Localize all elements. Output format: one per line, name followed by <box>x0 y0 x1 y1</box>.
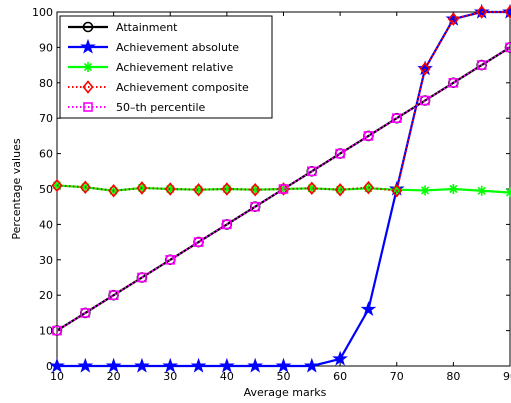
data-point <box>222 219 232 230</box>
data-point <box>249 182 261 197</box>
x-tick-label: 20 <box>107 370 121 383</box>
y-tick-label: 0 <box>46 360 53 373</box>
data-point <box>476 5 488 19</box>
data-point <box>51 178 63 193</box>
y-tick-label: 10 <box>39 325 53 338</box>
legend-item: Achievement relative <box>68 61 233 74</box>
series-50-th-percentile <box>52 42 511 336</box>
x-tick-label: 80 <box>446 370 460 383</box>
y-tick-label: 80 <box>39 77 53 90</box>
data-point <box>420 95 430 106</box>
data-point <box>332 350 348 366</box>
data-point <box>505 187 511 198</box>
series-line <box>56 11 510 192</box>
data-point <box>505 42 511 53</box>
y-tick-label: 30 <box>39 254 53 267</box>
data-point <box>363 131 374 141</box>
legend-marker <box>82 80 94 94</box>
data-point <box>391 113 402 123</box>
y-tick-label: 50 <box>39 183 53 196</box>
series-line <box>56 46 511 332</box>
x-tick-label: 90 <box>503 370 511 383</box>
data-point <box>419 61 431 76</box>
data-point <box>306 181 318 196</box>
data-point <box>250 201 260 212</box>
y-tick-label: 40 <box>39 218 53 231</box>
y-tick-label: 60 <box>39 148 53 161</box>
data-point <box>448 78 459 88</box>
data-point <box>134 357 150 373</box>
data-point <box>108 184 120 198</box>
data-point <box>77 357 94 373</box>
data-point <box>80 308 91 318</box>
plot-area: 1020304050607080900102030405060708090100 <box>32 3 511 383</box>
data-point <box>105 357 122 373</box>
y-tick-label: 90 <box>39 41 53 54</box>
series-achievement-composite <box>51 5 511 198</box>
x-tick-label: 60 <box>333 370 347 383</box>
x-tick-label: 30 <box>163 370 177 383</box>
x-tick-label: 10 <box>50 370 64 383</box>
data-point <box>164 182 176 196</box>
data-point <box>79 180 91 194</box>
legend-item: 50–th percentile <box>68 101 206 114</box>
data-point <box>136 181 148 195</box>
legend-label: Attainment <box>116 21 178 34</box>
data-point <box>108 290 119 301</box>
data-point <box>278 184 289 194</box>
legend-label: 50–th percentile <box>116 101 206 114</box>
legend-label: Achievement composite <box>116 81 249 94</box>
data-point <box>307 166 317 177</box>
y-tick-label: 100 <box>32 6 53 19</box>
data-point <box>420 185 431 196</box>
data-point <box>193 237 204 247</box>
data-point <box>137 272 147 283</box>
data-point <box>391 184 403 198</box>
data-point <box>221 182 233 196</box>
legend-item: Attainment <box>68 21 178 34</box>
legend-marker <box>80 38 96 54</box>
data-point <box>504 5 511 19</box>
y-tick-label: 70 <box>39 112 53 125</box>
data-point <box>417 60 433 76</box>
legend-marker <box>83 102 93 112</box>
data-point <box>275 357 292 373</box>
legend-item: Achievement composite <box>68 80 249 94</box>
data-point <box>190 357 207 373</box>
data-point <box>304 357 320 373</box>
legend: Attainment Achievement absolute Achievemen… <box>59 15 273 119</box>
data-point <box>52 325 62 336</box>
data-point <box>165 255 176 265</box>
data-point <box>362 180 374 195</box>
y-axis-label: Percentage values <box>10 138 23 239</box>
y-tick-label: 20 <box>39 289 53 302</box>
data-point <box>49 357 65 373</box>
legend-label: Achievement relative <box>116 61 233 74</box>
data-point <box>277 182 290 196</box>
data-point <box>162 357 179 373</box>
data-point <box>360 301 377 317</box>
data-point <box>247 357 263 373</box>
data-point <box>335 148 345 159</box>
legend-label: Achievement absolute <box>116 41 239 54</box>
legend-marker <box>83 62 93 72</box>
x-tick-label: 50 <box>277 370 291 383</box>
data-point <box>219 357 235 373</box>
x-tick-label: 40 <box>220 370 234 383</box>
legend-marker <box>82 21 94 33</box>
x-axis-label: Average marks <box>244 386 327 399</box>
data-point <box>476 185 487 196</box>
data-point <box>193 182 205 197</box>
legend-item: Achievement absolute <box>68 38 239 54</box>
data-point <box>476 60 487 70</box>
data-point <box>334 182 346 197</box>
x-tick-label: 70 <box>390 370 404 383</box>
data-point <box>447 12 459 26</box>
data-point <box>448 184 459 194</box>
